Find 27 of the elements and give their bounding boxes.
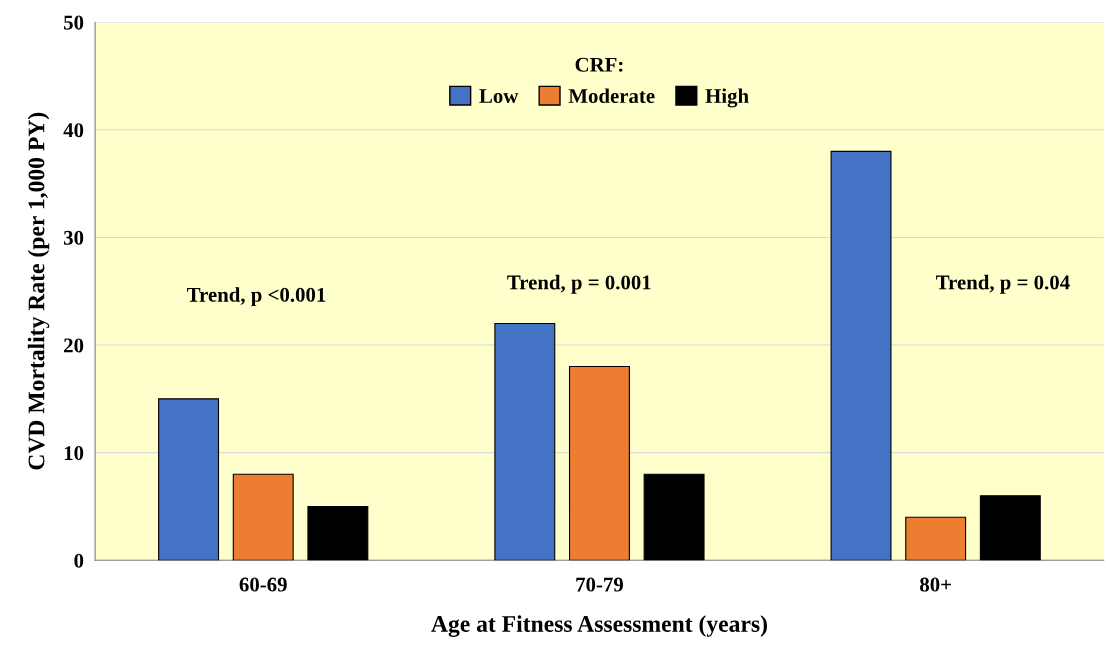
y-tick-label: 30 [63, 230, 84, 245]
bar [568, 366, 630, 561]
y-tick-label: 50 [64, 15, 84, 30]
annotation: Trend, p = 0.04 [936, 274, 1070, 294]
annotation: Trend, p <0.001 [187, 287, 326, 307]
bar [905, 516, 967, 561]
legend-label: High [705, 88, 749, 108]
y-tick-label: 40 [63, 123, 84, 138]
x-tick-label: 80+ [920, 577, 951, 592]
bar [307, 505, 369, 561]
bar [643, 473, 705, 561]
annotation: Trend, p = 0.001 [507, 274, 651, 294]
legend-label: Moderate [568, 88, 655, 104]
legend-title: CRF: [575, 57, 623, 72]
y-axis-title: CVD Mortality Rate (per 1,000 PY) [27, 112, 50, 470]
x-tick-label: 60-69 [239, 577, 287, 592]
bar [232, 473, 294, 561]
y-tick-label: 20 [64, 338, 84, 353]
legend-label: Low [479, 89, 519, 104]
bar [830, 150, 892, 561]
bar [158, 398, 220, 561]
y-tick-label: 10 [64, 446, 84, 461]
x-tick-label: 70-79 [576, 577, 623, 592]
bar [979, 495, 1041, 561]
y-tick-label: 0 [74, 553, 84, 568]
x-axis-title: Age at Fitness Assessment (years) [431, 615, 767, 637]
bar [494, 322, 556, 561]
